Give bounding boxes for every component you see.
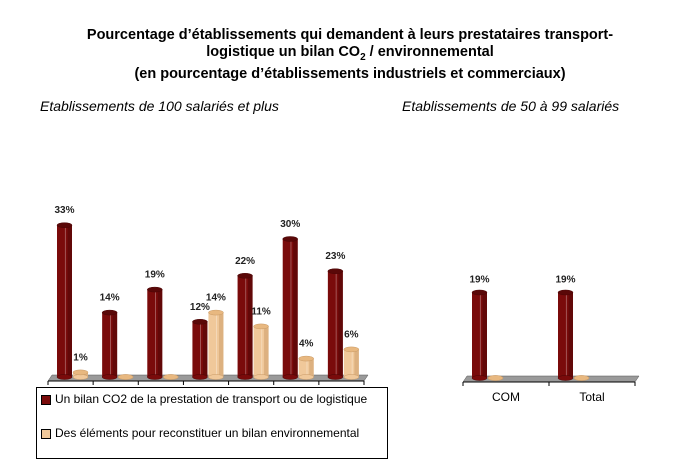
bar-bottom <box>471 375 488 381</box>
legend-swatch-2 <box>41 429 51 439</box>
bar-top <box>101 309 118 316</box>
bar-top <box>56 222 73 228</box>
chart-title: Pourcentage d’établissements qui demande… <box>30 27 670 83</box>
data-label: 30% <box>280 219 300 230</box>
data-label: 33% <box>54 205 74 216</box>
bar-top <box>192 319 208 325</box>
bar-top <box>208 309 224 316</box>
bar-bottom <box>192 374 208 380</box>
data-label: 14% <box>206 293 226 304</box>
right-chart-subtitle: Etablissements de 50 à 99 salariés <box>402 98 620 114</box>
data-label: 19% <box>469 275 489 286</box>
bar-bottom <box>237 374 253 380</box>
data-label: 6% <box>344 329 359 340</box>
bar-top <box>147 286 163 293</box>
bar-bottom <box>253 374 269 380</box>
bar-bottom <box>282 374 298 380</box>
left-chart-subtitle: Etablissements de 100 salariés et plus <box>40 98 279 114</box>
bar-top <box>253 323 269 330</box>
data-label: 22% <box>235 256 255 267</box>
bar-bottom <box>557 375 574 381</box>
bar-shade <box>338 271 343 377</box>
bar-shade <box>354 349 359 377</box>
title-line-2: logistique un bilan CO2 / environnementa… <box>206 44 494 63</box>
bar-shade <box>248 275 253 377</box>
chart-floor <box>47 374 369 382</box>
bar-shade <box>112 312 118 377</box>
data-label: 19% <box>555 275 575 286</box>
bar-bottom <box>343 374 360 380</box>
bar-bottom <box>56 374 73 380</box>
bar-bottom <box>298 374 314 380</box>
bar-bottom <box>327 374 344 380</box>
data-label: 12% <box>190 302 210 313</box>
bar-shade <box>264 326 269 377</box>
title-line-1: Pourcentage d’établissements qui demande… <box>86 27 614 43</box>
bar-top <box>117 374 134 380</box>
data-label: 4% <box>299 339 314 350</box>
legend-swatch-1 <box>41 395 51 405</box>
legend-item-2: Des éléments pour reconstituer un bilan … <box>41 426 386 440</box>
bar-shade <box>568 292 573 378</box>
title-line-3: (en pourcentage d’établissements industr… <box>134 65 566 82</box>
data-label: 1% <box>73 352 88 363</box>
bar-bottom <box>147 374 163 380</box>
bar-shade <box>218 312 224 377</box>
bar-top <box>487 375 504 381</box>
bar-shade <box>67 225 72 377</box>
data-label: 23% <box>325 251 345 262</box>
bar-top <box>573 375 590 381</box>
bar-shade <box>83 372 88 377</box>
bar-shade <box>482 292 487 378</box>
bar-bottom <box>208 374 224 380</box>
bar-top <box>471 289 488 296</box>
category-label: COM <box>492 390 520 404</box>
bar-top <box>237 273 253 279</box>
bar-top <box>327 268 344 274</box>
bar-bottom <box>72 374 89 380</box>
bar-top <box>163 374 179 380</box>
bar-top <box>72 369 89 376</box>
bar-shade <box>293 239 298 377</box>
bar-top <box>282 236 298 242</box>
bar-bottom <box>101 374 118 380</box>
bar-top <box>557 289 574 296</box>
bar-top <box>298 355 314 362</box>
data-label: 11% <box>251 306 271 317</box>
bar-shade <box>309 358 314 377</box>
data-label: 14% <box>100 293 120 304</box>
legend: Un bilan CO2 de la prestation de transpo… <box>36 387 388 459</box>
bar-shade <box>157 289 163 377</box>
data-label: 19% <box>145 270 165 281</box>
category-label: Total <box>579 390 604 404</box>
bar-shade <box>202 321 208 377</box>
legend-item-1: Un bilan CO2 de la prestation de transpo… <box>41 392 381 406</box>
bar-top <box>343 346 360 353</box>
